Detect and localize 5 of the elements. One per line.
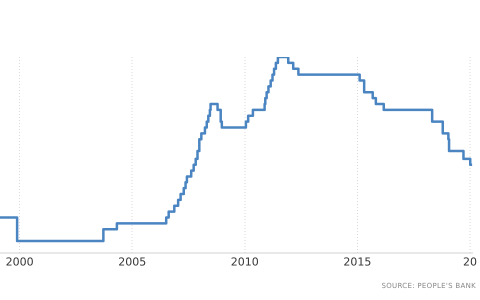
x-tick-label: 20 bbox=[463, 255, 477, 268]
x-tick-label: 2015 bbox=[343, 255, 372, 268]
x-tick-label: 2005 bbox=[118, 255, 146, 268]
x-tick-label: 2000 bbox=[6, 255, 34, 268]
x-tick-label: 2010 bbox=[230, 255, 259, 268]
